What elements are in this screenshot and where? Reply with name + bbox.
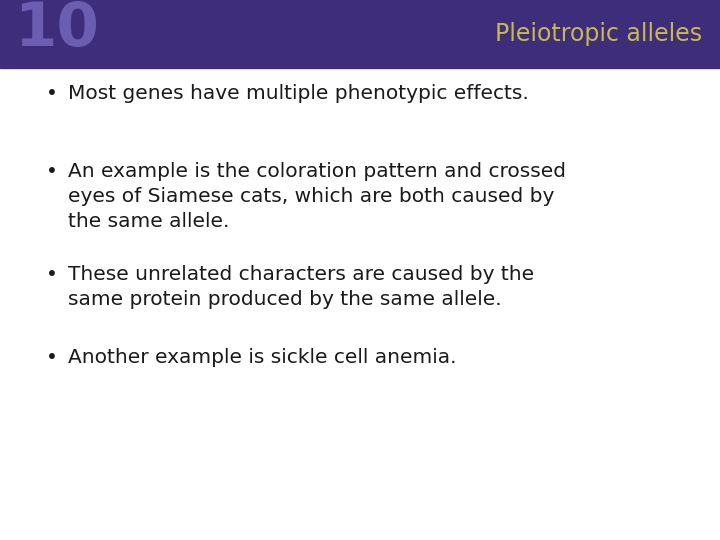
Text: 10: 10 — [14, 0, 99, 59]
Text: Pleiotropic alleles: Pleiotropic alleles — [495, 22, 702, 46]
Text: Most genes have multiple phenotypic effects.: Most genes have multiple phenotypic effe… — [68, 84, 529, 103]
Text: •: • — [46, 162, 58, 181]
Text: Another example is sickle cell anemia.: Another example is sickle cell anemia. — [68, 348, 457, 367]
Bar — [0, 0, 720, 68]
Text: •: • — [46, 84, 58, 103]
Text: •: • — [46, 265, 58, 284]
Text: These unrelated characters are caused by the
same protein produced by the same a: These unrelated characters are caused by… — [68, 265, 534, 308]
Text: •: • — [46, 348, 58, 367]
Text: An example is the coloration pattern and crossed
eyes of Siamese cats, which are: An example is the coloration pattern and… — [68, 162, 567, 231]
